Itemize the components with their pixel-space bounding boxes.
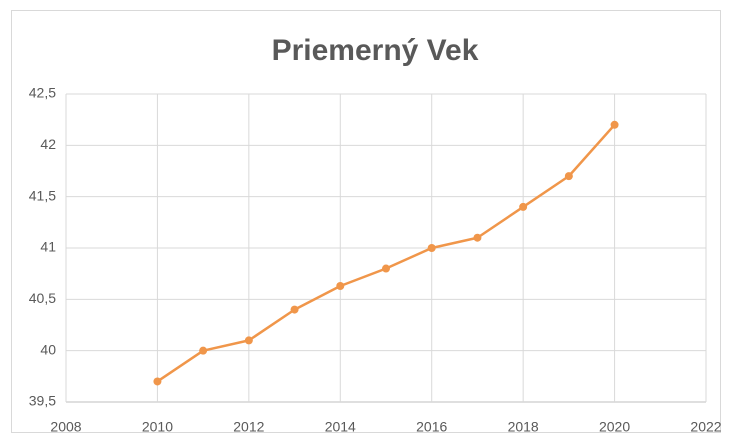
y-tick-label: 42 <box>40 136 56 152</box>
chart-title: Priemerný Vek <box>272 34 479 67</box>
data-point <box>564 172 573 181</box>
y-tick-label: 39,5 <box>29 393 56 409</box>
data-point <box>610 120 619 129</box>
data-point <box>244 336 253 345</box>
data-point <box>336 281 345 290</box>
data-point <box>427 244 436 252</box>
data-point <box>382 264 390 273</box>
x-tick-label: 2014 <box>325 419 356 435</box>
x-tick-label: 2012 <box>233 419 264 435</box>
x-tick-label: 2016 <box>416 419 447 435</box>
y-tick-label: 42,5 <box>29 85 56 101</box>
y-tick-label: 40,5 <box>29 290 56 306</box>
y-tick-label: 40 <box>40 341 56 357</box>
y-tick-label: 41 <box>40 239 56 255</box>
x-tick-label: 2008 <box>50 419 81 435</box>
y-tick-label: 41,5 <box>29 187 56 203</box>
data-point <box>290 305 299 314</box>
chart-border <box>11 10 721 433</box>
x-tick-label: 2022 <box>690 419 721 435</box>
x-tick-label: 2020 <box>599 419 630 435</box>
data-point <box>153 377 162 386</box>
x-tick-label: 2018 <box>508 419 539 435</box>
data-point <box>519 202 528 211</box>
data-point <box>199 346 208 355</box>
x-tick-label: 2010 <box>142 419 173 435</box>
data-point <box>473 233 482 242</box>
